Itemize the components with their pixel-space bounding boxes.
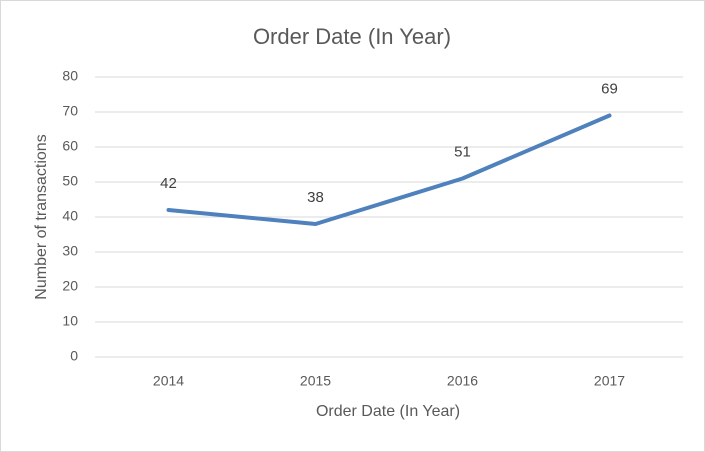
y-tick-label: 50 [62,173,78,189]
data-label: 42 [160,175,177,192]
y-tick-label: 60 [62,138,78,154]
x-tick-label: 2014 [153,373,184,389]
y-axis-title: Number of transactions [33,134,50,299]
y-tick-label: 20 [62,278,78,294]
data-label: 69 [601,80,618,97]
y-tick-label: 80 [62,68,78,84]
data-line [166,113,612,226]
chart-title: Order Date (In Year) [253,24,451,49]
y-tick-label: 40 [62,208,78,224]
data-label: 51 [454,143,471,160]
x-tick-label: 2017 [594,373,625,389]
y-tick-label: 70 [62,103,78,119]
y-tick-label: 30 [62,243,78,259]
y-tick-label: 0 [70,348,78,364]
x-tick-label: 2016 [447,373,478,389]
x-tick-label: 2015 [300,373,331,389]
data-label: 38 [307,189,324,206]
y-tick-label: 10 [62,313,78,329]
x-axis-title: Order Date (In Year) [316,403,460,420]
